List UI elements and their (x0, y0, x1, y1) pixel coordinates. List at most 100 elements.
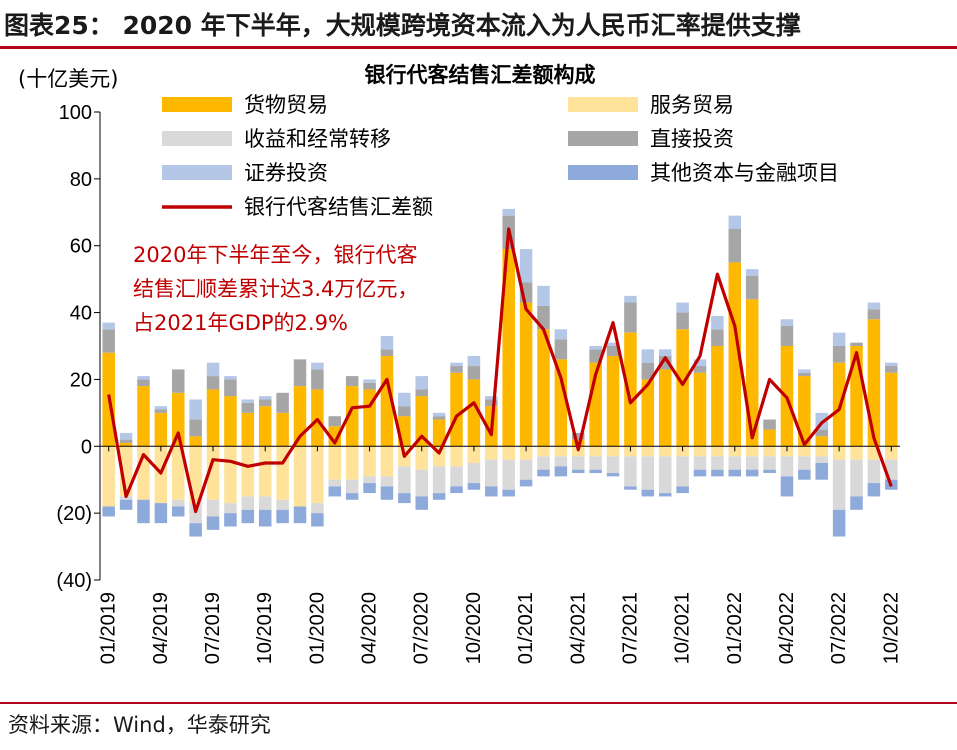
bar-segment (172, 446, 185, 500)
bar-segment (432, 412, 446, 417)
bar-segment (798, 446, 811, 457)
bar-segment (119, 439, 133, 443)
bar-segment (624, 302, 637, 333)
bar-segment (189, 419, 202, 437)
legend-swatch (162, 131, 232, 146)
bar-segment (363, 379, 376, 383)
legend-label: 服务贸易 (650, 93, 734, 117)
bar-segment (276, 499, 289, 510)
bar-segment (450, 486, 463, 494)
bar-segment (693, 456, 707, 470)
bar-segment (502, 489, 515, 497)
bar-segment (311, 369, 324, 390)
y-tick-label: (20) (56, 503, 92, 525)
bar-segment (206, 516, 220, 530)
bar-segment (172, 369, 185, 393)
bar-segment (780, 476, 794, 497)
bar-segment (380, 356, 394, 447)
legend-label: 银行代客结售汇差额 (244, 195, 433, 219)
bar-segment (537, 329, 550, 447)
bar-segment (780, 456, 794, 477)
bar-segment (172, 392, 185, 447)
bar-segment (867, 319, 881, 447)
bar-segment (606, 456, 620, 474)
bar-segment (467, 483, 481, 490)
bar-segment (415, 469, 428, 497)
chart-title: 银行代客结售汇差额构成 (365, 63, 596, 87)
bar-segment (380, 446, 394, 477)
bar-segment (885, 446, 898, 460)
bar-segment (815, 436, 828, 447)
bar-segment (885, 372, 898, 447)
bar-segment (641, 379, 655, 447)
bar-segment (624, 456, 637, 487)
bar-segment (832, 446, 846, 460)
bar-segment (537, 456, 550, 470)
bar-segment (485, 396, 498, 400)
legend-swatch (162, 165, 232, 180)
bar-segment (432, 416, 446, 420)
bar-segment (311, 503, 324, 514)
bar-segment (276, 509, 289, 524)
bar-segment (832, 346, 846, 363)
bar-segment (624, 332, 637, 447)
bar-segment (119, 432, 133, 440)
x-tick-label: 10/2020 (463, 592, 485, 664)
legend-swatch (568, 97, 638, 112)
bottom-rule (0, 702, 957, 704)
bar-segment (728, 215, 742, 229)
bar-segment (258, 406, 272, 447)
bar-segment (554, 456, 568, 467)
bar-segment (415, 446, 428, 470)
bar-segment (293, 446, 307, 507)
x-tick-label: 07/2021 (619, 592, 641, 664)
bar-segment (450, 446, 463, 467)
bar-segment (102, 329, 115, 353)
bar-segment (328, 479, 342, 487)
bar-segment (311, 362, 324, 370)
bar-segment (380, 349, 394, 357)
bar-segment (693, 469, 707, 477)
bar-segment (154, 409, 168, 413)
bar-segment (450, 372, 463, 447)
bar-segment (450, 366, 463, 373)
bar-segment (467, 366, 481, 380)
bar-segment (763, 419, 776, 430)
bar-segment (206, 389, 220, 447)
bar-segment (363, 476, 376, 484)
bar-segment (693, 366, 707, 373)
bar-segment (693, 359, 707, 367)
y-tick-label: 60 (70, 236, 92, 258)
bar-segment (606, 446, 620, 457)
bar-segment (728, 229, 742, 263)
y-axis-unit: (十亿美元) (18, 67, 118, 91)
bar-segment (554, 446, 568, 457)
x-tick-label: 10/2021 (672, 592, 694, 664)
bar-segment (311, 513, 324, 527)
bar-segment (345, 376, 359, 387)
bar-segment (450, 362, 463, 367)
bar-segment (241, 509, 255, 524)
bar-segment (537, 285, 550, 306)
bar-segment (172, 499, 185, 507)
bar-segment (867, 302, 881, 310)
bar-segment (815, 429, 828, 437)
bar-segment (258, 396, 272, 400)
bar-segment (485, 446, 498, 460)
bar-segment (658, 456, 672, 494)
bar-segment (641, 489, 655, 497)
bar-segment (850, 342, 863, 346)
legend-label: 证券投资 (244, 161, 328, 185)
bar-segment (798, 372, 811, 377)
y-tick-label: 0 (81, 436, 92, 458)
bar-segment (658, 493, 672, 497)
bar-segment (398, 466, 411, 494)
x-tick-label: 07/2022 (828, 592, 850, 664)
bar-segment (745, 446, 759, 457)
bar-segment (693, 372, 707, 447)
bar-segment (241, 399, 255, 403)
bar-segment (815, 446, 828, 457)
bar-segment (206, 376, 220, 390)
bar-segment (798, 469, 811, 480)
bar-segment (885, 366, 898, 373)
